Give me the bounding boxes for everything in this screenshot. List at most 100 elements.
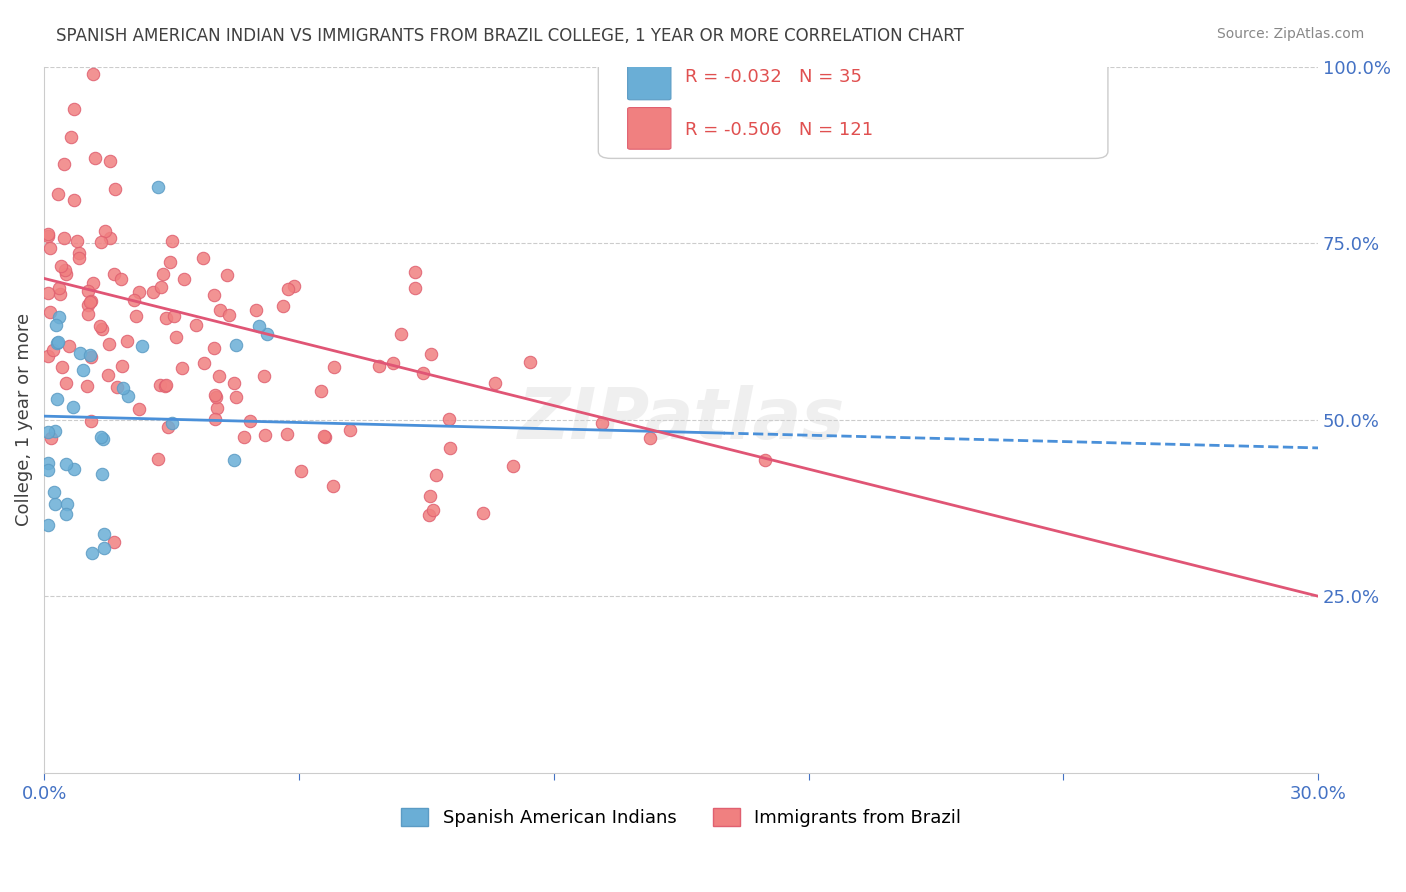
Point <box>89 318 111 333</box>
Point <box>204 388 226 402</box>
Point <box>239 413 262 427</box>
Point <box>98 153 121 168</box>
Point <box>591 416 613 430</box>
Point <box>754 453 776 467</box>
Point <box>339 423 361 437</box>
FancyBboxPatch shape <box>599 53 1108 159</box>
Point <box>425 468 447 483</box>
Text: R = -0.032   N = 35: R = -0.032 N = 35 <box>685 68 862 87</box>
Point <box>49 259 72 273</box>
Point <box>42 343 65 357</box>
Point <box>222 453 245 467</box>
Point <box>254 428 277 442</box>
Point <box>110 272 132 286</box>
Point <box>157 420 180 434</box>
Point <box>191 251 214 265</box>
Point <box>205 390 228 404</box>
Point <box>149 378 172 392</box>
Point <box>322 479 344 493</box>
Point <box>225 390 247 404</box>
Point <box>37 517 59 532</box>
Point <box>273 299 295 313</box>
Point <box>93 541 115 555</box>
Point <box>67 252 90 266</box>
Point <box>37 349 59 363</box>
Point <box>484 376 506 391</box>
Point <box>202 288 225 302</box>
Point <box>77 284 100 298</box>
Point <box>91 432 114 446</box>
Point <box>152 268 174 282</box>
Text: R = -0.506   N = 121: R = -0.506 N = 121 <box>685 121 873 139</box>
Point <box>148 451 170 466</box>
Point <box>76 379 98 393</box>
Point <box>62 400 84 414</box>
Point <box>309 384 332 398</box>
Point <box>125 309 148 323</box>
Point <box>49 287 72 301</box>
Point <box>55 267 77 281</box>
Point <box>90 430 112 444</box>
Point <box>63 193 86 207</box>
Point <box>217 268 239 282</box>
Point <box>290 463 312 477</box>
Point <box>222 376 245 390</box>
Text: Source: ZipAtlas.com: Source: ZipAtlas.com <box>1216 27 1364 41</box>
Point <box>69 346 91 360</box>
Point <box>519 354 541 368</box>
Point <box>46 336 69 351</box>
Point <box>207 368 229 383</box>
Point <box>37 228 59 243</box>
Point <box>225 338 247 352</box>
Point <box>37 425 59 440</box>
Point <box>146 179 169 194</box>
Point <box>209 302 232 317</box>
Point <box>638 431 661 445</box>
Point <box>184 318 207 332</box>
Point <box>253 369 276 384</box>
Point <box>39 242 62 256</box>
Point <box>52 157 75 171</box>
Point <box>404 265 426 279</box>
Point <box>245 302 267 317</box>
Point <box>55 376 77 391</box>
Point <box>418 508 440 522</box>
Point <box>165 330 187 344</box>
Text: SPANISH AMERICAN INDIAN VS IMMIGRANTS FROM BRAZIL COLLEGE, 1 YEAR OR MORE CORREL: SPANISH AMERICAN INDIAN VS IMMIGRANTS FR… <box>56 27 965 45</box>
Point <box>159 255 181 269</box>
Point <box>149 280 172 294</box>
Point <box>155 311 177 326</box>
Point <box>368 359 391 373</box>
Point <box>98 336 121 351</box>
Point <box>63 462 86 476</box>
Point <box>277 282 299 296</box>
Point <box>419 489 441 503</box>
Point <box>419 346 441 360</box>
Point <box>55 457 77 471</box>
Point <box>46 186 69 201</box>
Point <box>389 327 412 342</box>
Point <box>111 359 134 374</box>
Point <box>45 318 67 332</box>
Point <box>111 380 134 394</box>
Point <box>67 245 90 260</box>
Point <box>247 319 270 334</box>
Point <box>51 360 73 375</box>
Point <box>77 298 100 312</box>
Point <box>94 223 117 237</box>
Point <box>205 401 228 415</box>
Point <box>204 412 226 426</box>
Point <box>37 227 59 241</box>
Point <box>82 276 104 290</box>
Point <box>37 456 59 470</box>
Point <box>48 281 70 295</box>
Point <box>37 286 59 301</box>
Point <box>72 362 94 376</box>
Point <box>276 427 298 442</box>
Point <box>155 378 177 392</box>
Point <box>256 327 278 342</box>
Point <box>80 350 103 364</box>
Point <box>63 103 86 117</box>
Point <box>52 231 75 245</box>
Point <box>79 294 101 309</box>
